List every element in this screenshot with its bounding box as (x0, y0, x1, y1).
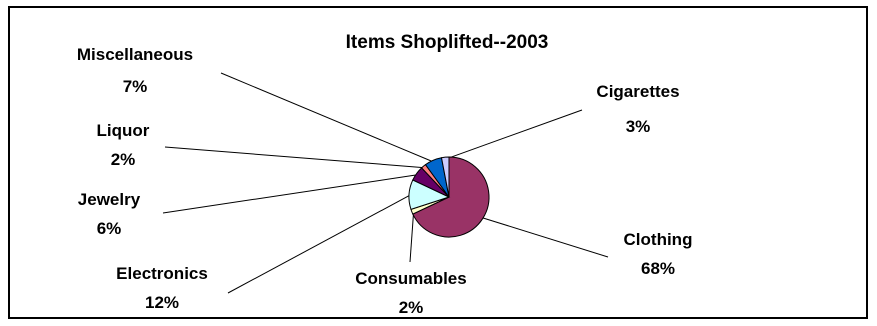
slice-label-consumables: Consumables (355, 269, 466, 288)
leader-line-jewelry (162, 174, 419, 214)
leader-lines (162, 72, 609, 294)
leader-line-clothing (480, 216, 609, 258)
slice-label-cigarettes: Cigarettes (596, 82, 679, 101)
leader-line-miscellaneous (220, 72, 435, 163)
slice-value-consumables: 2% (399, 298, 424, 317)
slice-value-cigarettes: 3% (626, 117, 651, 136)
slice-value-clothing: 68% (641, 259, 675, 278)
leader-line-consumables (409, 210, 415, 263)
slice-label-electronics: Electronics (116, 264, 208, 283)
pie-slices (408, 156, 490, 238)
leader-line-cigarettes (445, 109, 583, 160)
chart-title: Items Shoplifted--2003 (346, 32, 549, 53)
leader-line-electronics (227, 194, 412, 294)
slice-label-liquor: Liquor (97, 121, 150, 140)
leader-line-liquor (164, 146, 425, 169)
slice-label-miscellaneous: Miscellaneous (77, 45, 193, 64)
pie-slice-clothing (412, 156, 490, 238)
slice-label-jewelry: Jewelry (78, 190, 141, 209)
slice-value-miscellaneous: 7% (123, 77, 148, 96)
slice-value-electronics: 12% (145, 293, 179, 312)
slice-labels: Clothing 68% Consumables 2% Electronics 12% Je… (77, 45, 693, 317)
slice-value-jewelry: 6% (97, 219, 122, 238)
slice-label-clothing: Clothing (624, 230, 693, 249)
slice-value-liquor: 2% (111, 150, 136, 169)
pie-slice-cigarettes (440, 156, 450, 198)
